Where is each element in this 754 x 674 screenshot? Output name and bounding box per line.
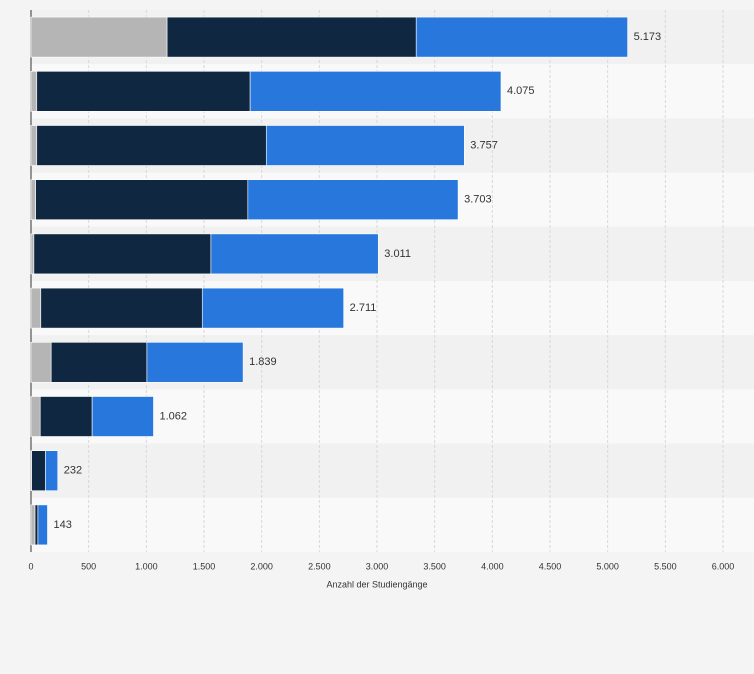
bar-segment — [30, 125, 38, 166]
bar-segment — [39, 396, 93, 437]
bar-segment — [45, 450, 59, 492]
total-label: 3.011 — [384, 248, 411, 260]
bar-segment — [30, 179, 36, 220]
x-tick-label: 5.500 — [654, 561, 677, 571]
bar-segment — [30, 396, 41, 437]
total-label: 1.839 — [249, 356, 277, 368]
bar-segment — [415, 16, 628, 58]
total-label: 5.173 — [634, 31, 662, 43]
bar-segment — [31, 450, 46, 492]
bar-segment — [50, 341, 148, 383]
bar-segment — [37, 504, 48, 546]
x-tick-label: 0 — [28, 561, 33, 571]
total-label: 3.703 — [464, 194, 492, 206]
total-label: 2.711 — [350, 302, 377, 314]
bar-segment — [36, 125, 267, 166]
x-tick-label: 1.000 — [135, 561, 158, 571]
bar-segment — [30, 71, 38, 112]
bar-segment — [201, 287, 344, 329]
total-label: 3.757 — [470, 139, 498, 151]
bar-segment — [146, 341, 244, 383]
bar-segment — [33, 233, 212, 275]
bar-segment — [249, 71, 502, 112]
total-label: 1.062 — [159, 410, 187, 422]
bar-segment — [210, 233, 379, 275]
x-tick-label: 4.500 — [539, 561, 562, 571]
x-tick-label: 2.000 — [250, 561, 273, 571]
bar-segment — [36, 71, 251, 112]
x-tick-label: 500 — [81, 561, 96, 571]
bar-segment — [166, 16, 417, 58]
bar-segment — [30, 16, 168, 58]
bar-segment — [91, 396, 154, 437]
total-label: 4.075 — [507, 85, 535, 97]
row-band — [31, 443, 754, 498]
bar-segment — [30, 233, 35, 275]
x-tick-label: 4.000 — [481, 561, 504, 571]
bar-segment — [40, 287, 203, 329]
x-tick-label: 3.500 — [423, 561, 446, 571]
total-label: 143 — [53, 519, 71, 531]
x-tick-label: 3.000 — [366, 561, 389, 571]
bar-segment — [265, 125, 465, 166]
x-tick-label: 6.000 — [712, 561, 735, 571]
bar-segment — [35, 179, 249, 220]
x-tick-label: 5.000 — [596, 561, 619, 571]
row-band — [31, 497, 754, 552]
x-tick-label: 1.500 — [193, 561, 216, 571]
bar-segment — [30, 341, 52, 383]
x-tick-label: 2.500 — [308, 561, 331, 571]
bar-segment — [30, 287, 42, 329]
bar-segment — [30, 504, 36, 546]
bar-segment — [247, 179, 459, 220]
x-axis-title: Anzahl der Studiengänge — [326, 579, 427, 589]
total-label: 232 — [64, 465, 82, 477]
bar-segment — [34, 504, 39, 546]
